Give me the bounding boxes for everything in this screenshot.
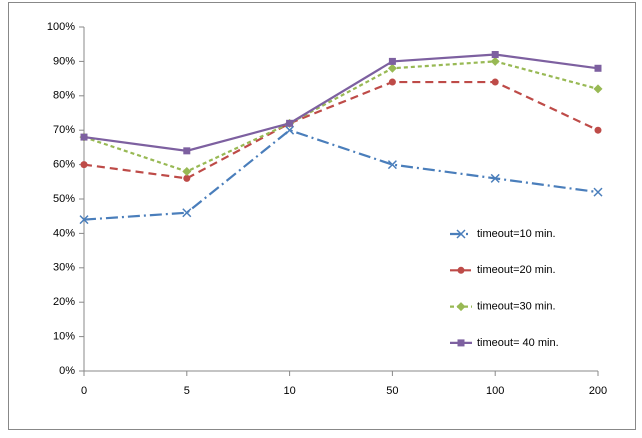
series-line — [83, 80, 599, 180]
marker — [594, 64, 602, 72]
series-line — [83, 53, 599, 152]
x-tick-label: 100 — [486, 385, 504, 397]
x-tick-label: 50 — [386, 385, 398, 397]
series-line — [83, 60, 599, 173]
x-tick-label: 10 — [283, 385, 295, 397]
marker — [388, 78, 396, 86]
marker — [80, 133, 88, 141]
y-tick-label: 90% — [53, 55, 75, 67]
marker — [285, 125, 295, 135]
marker — [388, 57, 396, 65]
legend-label: timeout=30 min. — [477, 301, 556, 313]
y-tick-label: 20% — [53, 296, 75, 308]
marker — [183, 147, 191, 155]
y-tick-label: 50% — [53, 193, 75, 205]
y-tick-label: 100% — [47, 21, 75, 33]
y-tick-label: 10% — [53, 331, 75, 343]
x-tick-label: 200 — [589, 385, 607, 397]
marker — [491, 51, 499, 59]
y-tick-label: 40% — [53, 227, 75, 239]
marker — [387, 160, 397, 170]
legend-label: timeout= 40 min. — [477, 337, 559, 349]
marker — [457, 266, 465, 274]
x-tick-label: 5 — [184, 385, 190, 397]
marker — [80, 161, 88, 169]
y-tick-label: 60% — [53, 159, 75, 171]
marker — [182, 166, 192, 176]
marker — [183, 174, 191, 182]
marker — [490, 173, 500, 183]
marker — [491, 78, 499, 86]
marker — [593, 187, 603, 197]
y-tick-label: 0% — [59, 365, 75, 377]
marker — [490, 56, 500, 66]
y-tick-label: 70% — [53, 124, 75, 136]
marker — [456, 229, 466, 239]
marker — [182, 208, 192, 218]
marker — [457, 339, 465, 347]
x-tick-label: 0 — [81, 385, 87, 397]
series-line — [83, 128, 599, 221]
marker — [387, 63, 397, 73]
marker — [456, 302, 466, 312]
marker — [594, 126, 602, 134]
legend-label: timeout=10 min. — [477, 228, 556, 240]
chart-border — [8, 2, 636, 430]
y-tick-label: 30% — [53, 262, 75, 274]
legend-label: timeout=20 min. — [477, 264, 556, 276]
marker — [286, 119, 294, 127]
marker — [593, 84, 603, 94]
y-tick-label: 80% — [53, 90, 75, 102]
marker — [79, 215, 89, 225]
